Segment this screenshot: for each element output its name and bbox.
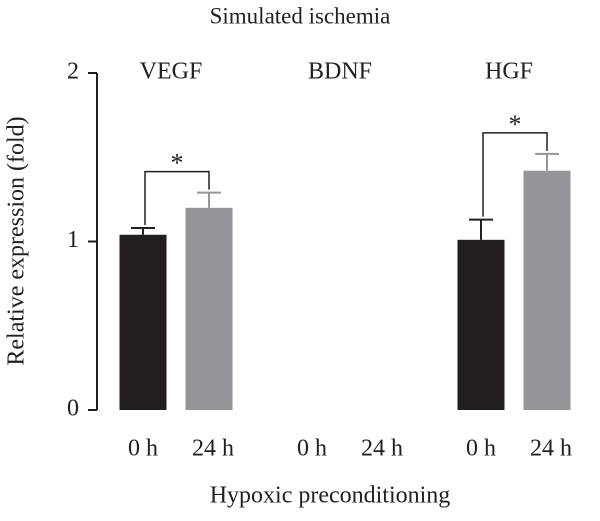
x-tick-label: 0 h — [128, 436, 158, 462]
y-axis-label: Relative expression (fold) — [4, 116, 30, 365]
bar — [185, 207, 233, 410]
significance-bracket — [144, 170, 210, 226]
y-tick-label: 0 — [67, 396, 79, 422]
annotation: * — [509, 110, 522, 139]
bar — [119, 234, 167, 410]
chart-title: Simulated ischemia — [210, 3, 391, 28]
group-label: BDNF — [308, 59, 372, 85]
annotation: * — [171, 149, 184, 178]
x-tick-label: 0 h — [466, 436, 496, 462]
bar — [457, 239, 505, 410]
y-tick-label: 1 — [67, 227, 79, 253]
group-label: HGF — [485, 59, 533, 85]
group-label: VEGF — [140, 59, 203, 85]
x-axis-label: Hypoxic preconditioning — [210, 483, 451, 509]
significance-bracket — [482, 132, 548, 217]
x-tick-label: 24 h — [530, 436, 572, 462]
y-tick-label: 2 — [67, 59, 79, 85]
x-tick-label: 24 h — [192, 436, 234, 462]
bar — [523, 170, 571, 410]
x-tick-label: 24 h — [361, 436, 403, 462]
x-tick-label: 0 h — [297, 436, 327, 462]
